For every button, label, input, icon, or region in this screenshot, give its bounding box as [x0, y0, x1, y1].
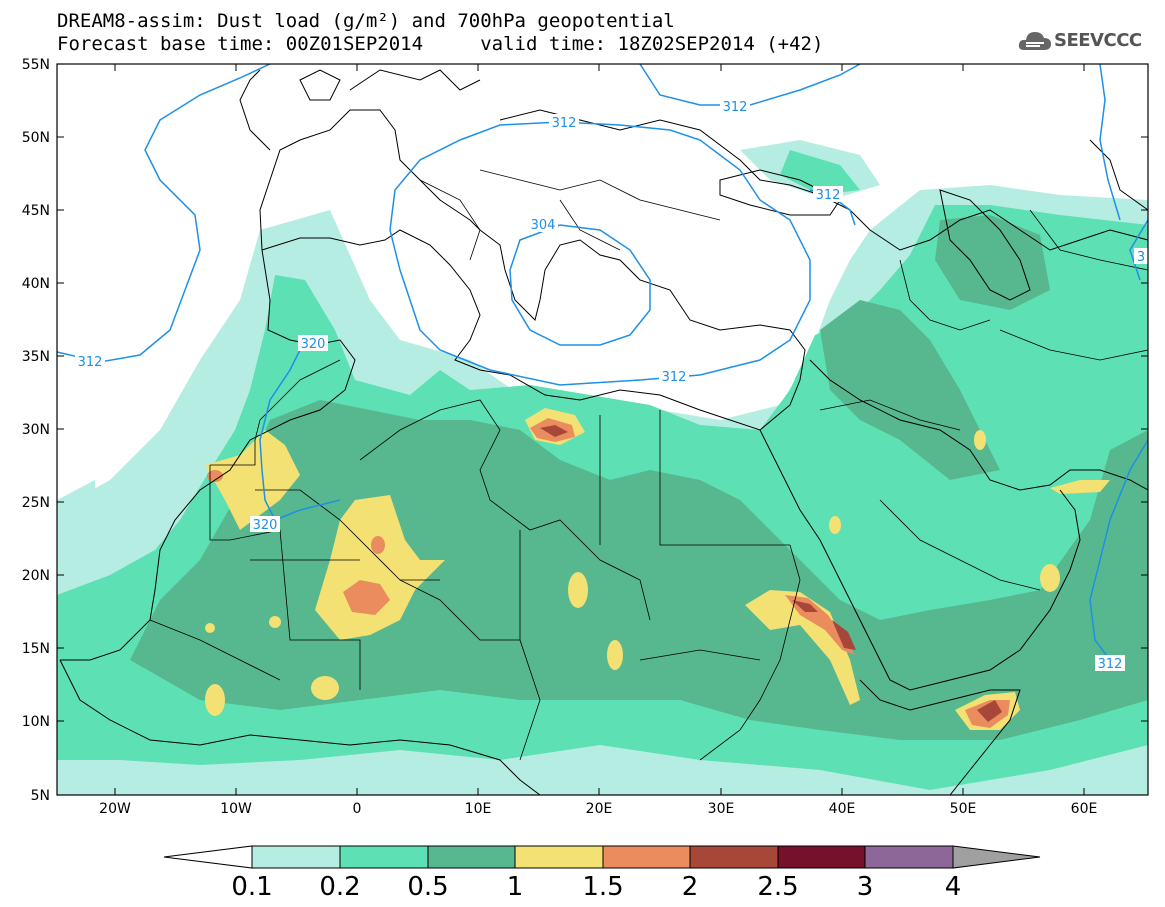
colorbar-swatch — [864, 845, 954, 869]
colorbar-high-arrow — [952, 845, 1041, 869]
colorbar-swatch — [689, 845, 779, 869]
colorbar-swatch — [251, 845, 341, 869]
colorbar-swatch — [514, 845, 604, 869]
colorbar-low-arrow — [163, 845, 253, 869]
lat-label: 50N — [22, 130, 50, 146]
map-title: DREAM8-assim: Dust load (g/m²) and 700hP… — [57, 10, 675, 32]
colorbar-label: 3 — [857, 872, 874, 902]
lon-label: 0 — [353, 801, 362, 817]
geopotential-contours — [57, 64, 1148, 661]
contour-label-text: 3 — [1137, 250, 1145, 265]
forecast-time-line: Forecast base time: 00Z01SEP2014 valid t… — [57, 33, 824, 55]
colorbar-swatch — [602, 845, 691, 869]
colorbar-swatch — [777, 845, 866, 869]
contour-label: 320 — [298, 335, 328, 352]
lat-label: 15N — [22, 641, 50, 657]
lat-label: 10N — [22, 714, 50, 730]
colorbar-swatch — [339, 845, 429, 869]
contour-label-text: 320 — [253, 518, 278, 533]
lon-axis: 20W 10W 0 10E 20E 30E 40E 50E 60E — [99, 64, 1097, 817]
lat-label: 45N — [22, 203, 50, 219]
contour-label: 312 — [1095, 655, 1125, 672]
dust-field-dark — [130, 215, 1148, 740]
lat-label: 55N — [22, 57, 50, 73]
contour-label: 312 — [75, 353, 105, 370]
contour-label-text: 312 — [552, 116, 577, 131]
colorbar-label: 2 — [682, 872, 699, 902]
contour-label-text: 304 — [531, 218, 556, 233]
contour-label: 312 — [659, 368, 689, 385]
lat-label: 5N — [31, 788, 50, 804]
lat-label: 40N — [22, 276, 50, 292]
colorbar-label: 0.1 — [231, 872, 272, 902]
lat-label: 20N — [22, 568, 50, 584]
colorbar-swatch — [427, 845, 516, 869]
country-borders — [149, 169, 1148, 761]
lat-axis: 55N 50N 45N 40N 35N 30N 25N 20N 15N 10N … — [22, 57, 1148, 804]
lon-label: 40E — [829, 801, 856, 817]
colorbar-label: 2.5 — [757, 872, 798, 902]
plot-area: 312 312 312 304 312 312 320 320 312 3 — [57, 64, 1148, 795]
lon-label: 10W — [220, 801, 252, 817]
colorbar-label: 0.2 — [319, 872, 360, 902]
logo-text: SEEVCCC — [1054, 30, 1142, 51]
contour-label: 312 — [720, 98, 750, 115]
colorbar-label: 0.5 — [407, 872, 448, 902]
lon-label: 50E — [950, 801, 977, 817]
colorbar-label: 1 — [507, 872, 524, 902]
lat-label: 25N — [22, 495, 50, 511]
contour-label-text: 312 — [1098, 657, 1123, 672]
contour-label: 312 — [813, 186, 843, 203]
contour-label-text: 312 — [723, 100, 748, 115]
contour-label: 3 — [1134, 248, 1148, 265]
colorbar-label: 1.5 — [582, 872, 623, 902]
lon-label: 20W — [99, 801, 131, 817]
contour-label-text: 312 — [78, 355, 103, 370]
lat-label: 30N — [22, 422, 50, 438]
contour-label: 312 — [549, 114, 579, 131]
contour-label: 320 — [250, 516, 280, 533]
lon-label: 30E — [708, 801, 735, 817]
contour-label-text: 312 — [816, 188, 841, 203]
colorbar-label: 4 — [945, 872, 962, 902]
cloud-icon — [1018, 32, 1051, 50]
lat-label: 35N — [22, 349, 50, 365]
lon-label: 20E — [586, 801, 613, 817]
contour-label-text: 312 — [662, 370, 687, 385]
contour-label-text: 320 — [301, 337, 326, 352]
lon-label: 60E — [1071, 801, 1098, 817]
dust-field-red — [540, 425, 1002, 722]
colorbar: 0.1 0.2 0.5 1 1.5 2 2.5 3 4 — [163, 845, 1041, 902]
contour-label: 304 — [528, 216, 558, 233]
lon-label: 10E — [465, 801, 492, 817]
contour-labels: 312 312 312 304 312 312 320 320 312 3 — [75, 98, 1148, 672]
seevccc-logo: SEEVCCC — [1018, 28, 1154, 54]
